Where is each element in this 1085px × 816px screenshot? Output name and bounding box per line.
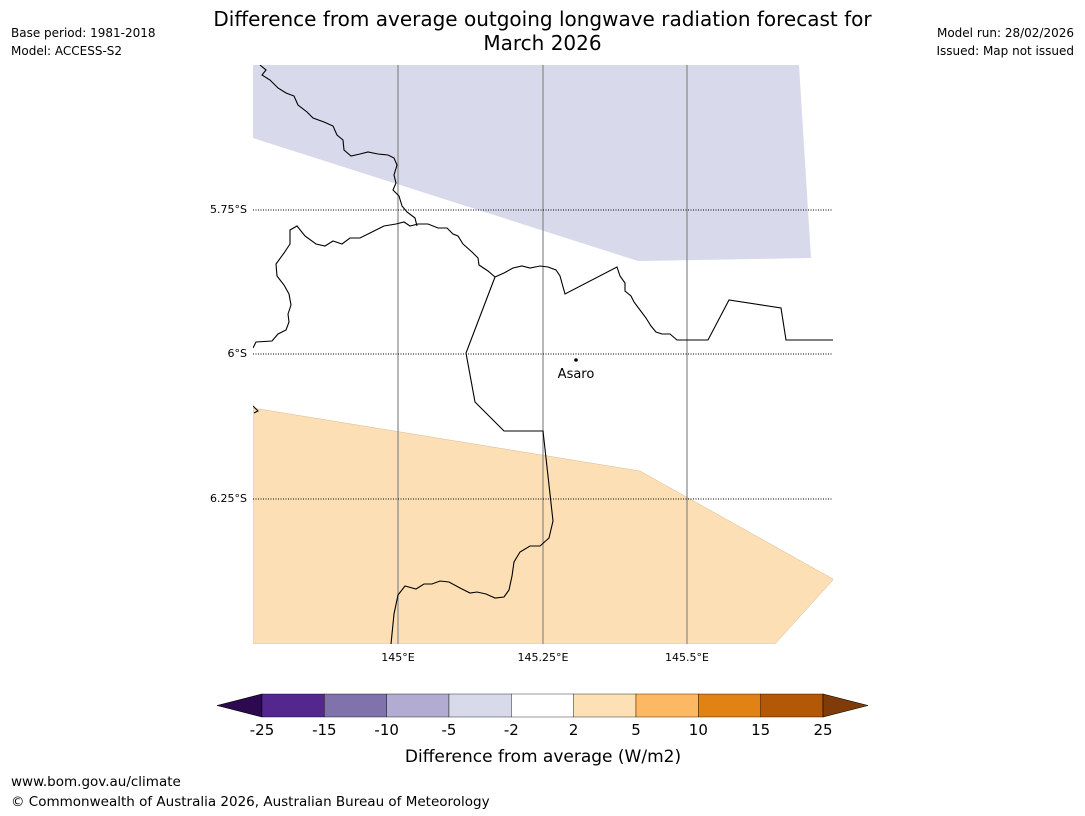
lat-label-5-75: 5.75°S bbox=[210, 203, 247, 216]
colorbar-tick-label: -5 bbox=[442, 721, 457, 739]
map-title-line-1: Difference from average outgoing longwav… bbox=[213, 7, 872, 31]
meta-left: Base period: 1981-2018 Model: ACCESS-S2 bbox=[11, 24, 156, 60]
colorbar: -25 -15 -10 -5 -2 2 5 10 15 25 bbox=[216, 693, 869, 739]
colorbar-segment bbox=[760, 693, 824, 718]
colorbar-segment bbox=[324, 693, 387, 718]
colorbar-tick-label: -15 bbox=[312, 721, 337, 739]
colorbar-tick-label: 15 bbox=[751, 721, 770, 739]
colorbar-tick-label: 2 bbox=[569, 721, 579, 739]
colorbar-extend-low bbox=[216, 693, 263, 718]
colorbar-tick-label: 10 bbox=[689, 721, 708, 739]
model-text: Model: ACCESS-S2 bbox=[11, 44, 123, 58]
colorbar-tick-label: -2 bbox=[504, 721, 519, 739]
footer-url: www.bom.gov.au/climate bbox=[11, 774, 181, 790]
negative-anomaly-region bbox=[253, 65, 811, 261]
footer-copyright: © Commonwealth of Australia 2026, Austra… bbox=[11, 794, 490, 810]
lat-label-6: 6°S bbox=[228, 347, 247, 360]
lon-label-145: 145°E bbox=[381, 651, 414, 664]
colorbar-tick-label: 25 bbox=[813, 721, 832, 739]
asaro-label: Asaro bbox=[558, 367, 595, 382]
province-boundary-north bbox=[259, 65, 418, 227]
map-title: Difference from average outgoing longwav… bbox=[180, 7, 905, 55]
colorbar-tick-label: 5 bbox=[631, 721, 641, 739]
colorbar-segment bbox=[448, 693, 512, 718]
colorbar-label: Difference from average (W/m2) bbox=[405, 747, 681, 767]
colorbar-tick-label: -10 bbox=[374, 721, 399, 739]
province-boundary-west bbox=[253, 221, 496, 349]
lon-label-145-25: 145.25°E bbox=[518, 651, 569, 664]
colorbar-extend-high bbox=[822, 693, 869, 718]
colorbar-segment bbox=[698, 693, 761, 718]
colorbar-tick-label: -25 bbox=[250, 721, 275, 739]
province-boundary-south bbox=[390, 276, 554, 644]
base-period-text: Base period: 1981-2018 bbox=[11, 26, 156, 40]
issued-text: Issued: Map not issued bbox=[936, 44, 1074, 58]
asaro-marker bbox=[574, 358, 578, 362]
model-run-text: Model run: 28/02/2026 bbox=[936, 26, 1074, 40]
colorbar-segment bbox=[635, 693, 699, 718]
colorbar-segment bbox=[261, 693, 325, 718]
colorbar-segment bbox=[511, 693, 574, 718]
province-boundary-west-edge bbox=[253, 405, 259, 414]
province-boundary-central bbox=[494, 265, 833, 341]
lat-label-6-25: 6.25°S bbox=[210, 492, 247, 505]
colorbar-segment bbox=[573, 693, 637, 718]
colorbar-segment bbox=[386, 693, 450, 718]
lon-label-145-5: 145.5°E bbox=[665, 651, 709, 664]
meta-right: Model run: 28/02/2026 Issued: Map not is… bbox=[936, 24, 1074, 60]
map-area bbox=[253, 65, 833, 644]
map-title-line-2: March 2026 bbox=[483, 31, 602, 55]
